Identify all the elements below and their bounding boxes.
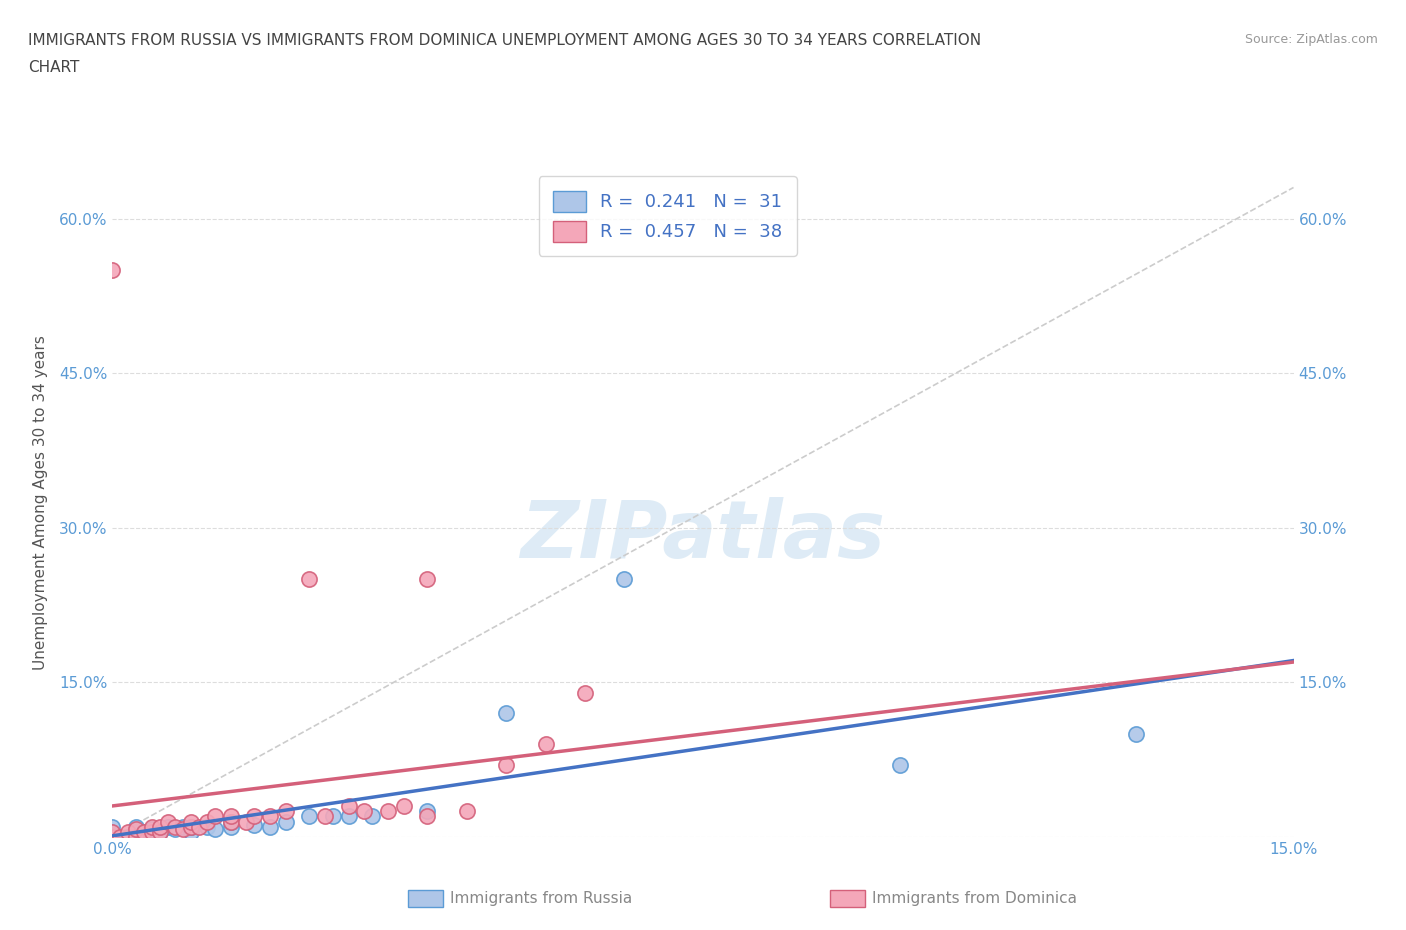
Point [392, 799, 415, 814]
Point [274, 814, 297, 829]
Point [243, 809, 266, 824]
Point [125, 824, 148, 839]
Point [235, 814, 257, 829]
Point [204, 809, 226, 824]
Point [219, 814, 242, 829]
Legend: R =  0.241   N =  31, R =  0.457   N =  38: R = 0.241 N = 31, R = 0.457 N = 38 [538, 177, 797, 256]
Point [101, 263, 124, 278]
Point [195, 819, 218, 834]
Point [416, 809, 439, 824]
Point [132, 824, 155, 839]
Point [889, 757, 911, 772]
Point [141, 819, 163, 834]
Point [219, 819, 242, 834]
Point [101, 824, 124, 839]
Point [353, 804, 375, 818]
Point [534, 737, 557, 751]
Point [117, 824, 139, 839]
Point [141, 821, 163, 836]
Point [195, 814, 218, 829]
Point [180, 819, 202, 834]
Point [495, 706, 517, 721]
Point [165, 819, 187, 834]
Point [243, 817, 266, 832]
Text: IMMIGRANTS FROM RUSSIA VS IMMIGRANTS FROM DOMINICA UNEMPLOYMENT AMONG AGES 30 TO: IMMIGRANTS FROM RUSSIA VS IMMIGRANTS FRO… [28, 33, 981, 47]
Point [219, 814, 242, 829]
Text: Immigrants from Russia: Immigrants from Russia [450, 891, 633, 906]
Text: Source: ZipAtlas.com: Source: ZipAtlas.com [1244, 33, 1378, 46]
Point [156, 819, 179, 834]
Point [172, 819, 194, 834]
Point [416, 572, 439, 587]
Point [416, 804, 439, 818]
Point [149, 824, 172, 839]
Point [180, 819, 202, 834]
Text: CHART: CHART [28, 60, 80, 75]
Point [188, 819, 211, 834]
Point [298, 809, 321, 824]
Point [125, 821, 148, 836]
Point [613, 572, 636, 587]
Point [180, 814, 202, 829]
Point [322, 809, 344, 824]
Point [298, 572, 321, 587]
Text: ZIPatlas: ZIPatlas [520, 497, 886, 575]
Point [574, 685, 596, 700]
Point [377, 804, 399, 818]
Point [141, 824, 163, 839]
Point [204, 821, 226, 836]
Point [495, 757, 517, 772]
Point [141, 830, 163, 844]
Point [219, 809, 242, 824]
Point [1125, 726, 1147, 741]
Point [110, 830, 132, 844]
Point [101, 830, 124, 844]
Point [132, 824, 155, 839]
Point [172, 821, 194, 836]
Point [259, 809, 281, 824]
Point [101, 824, 124, 839]
Point [149, 824, 172, 839]
Point [337, 809, 360, 824]
Point [456, 804, 478, 818]
Y-axis label: Unemployment Among Ages 30 to 34 years: Unemployment Among Ages 30 to 34 years [32, 335, 48, 670]
Text: Immigrants from Dominica: Immigrants from Dominica [872, 891, 1077, 906]
Point [314, 809, 336, 824]
Point [101, 830, 124, 844]
Point [361, 809, 384, 824]
Point [101, 819, 124, 834]
Point [149, 819, 172, 834]
Point [337, 799, 360, 814]
Point [180, 824, 202, 839]
Point [259, 819, 281, 834]
Point [117, 830, 139, 844]
Point [125, 830, 148, 844]
Point [274, 804, 297, 818]
Point [125, 819, 148, 834]
Point [165, 821, 187, 836]
Point [156, 814, 179, 829]
